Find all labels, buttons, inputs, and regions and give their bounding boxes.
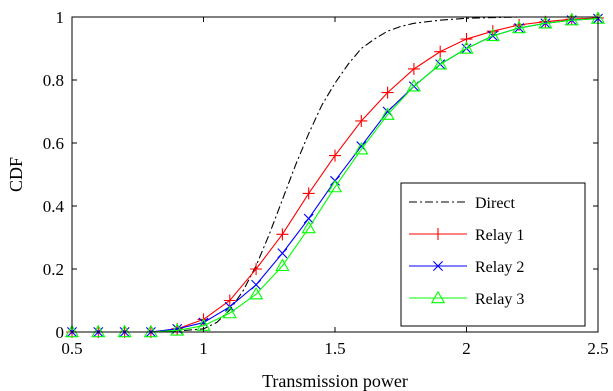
series-line — [72, 18, 599, 333]
data-point — [355, 114, 368, 127]
data-point — [143, 324, 159, 338]
data-point — [251, 279, 262, 290]
data-point — [275, 258, 290, 272]
data-point — [303, 213, 314, 224]
data-point — [248, 286, 264, 300]
x-axis-title: Transmission power — [262, 371, 408, 391]
y-tick-label: 0 — [56, 323, 65, 342]
legend-entry: Relay 3 — [409, 290, 524, 308]
data-point — [564, 12, 579, 26]
data-point — [434, 45, 447, 58]
series-line — [72, 16, 598, 333]
y-tick-label: 0.4 — [43, 197, 65, 216]
legend-entry: Relay 1 — [409, 227, 524, 244]
legend-entry: Relay 2 — [409, 259, 524, 276]
data-point — [538, 15, 553, 29]
data-point — [511, 20, 527, 34]
data-point — [329, 149, 341, 162]
data-point — [91, 324, 106, 338]
data-point — [302, 187, 315, 200]
x-tick-label: 2 — [462, 339, 471, 358]
legend-entry: Direct — [409, 195, 516, 212]
data-point — [407, 62, 420, 75]
x-tick-label: 1 — [199, 339, 208, 358]
data-point — [381, 86, 394, 99]
data-point — [354, 141, 369, 155]
axes-layer: 0.5 1 1.5 2 2.5 0 0.2 0.4 0.6 0.8 1 Transmission po… — [6, 8, 609, 391]
legend-label: Relay 3 — [475, 291, 524, 308]
data-point — [485, 28, 500, 42]
data-point — [406, 78, 422, 92]
data-point — [301, 220, 316, 234]
data-point — [459, 41, 474, 54]
data-point — [250, 263, 263, 275]
legend-label: Direct — [475, 195, 516, 212]
data-point — [433, 56, 448, 70]
legend: Direct Relay 1 Relay 2 Relay 3 — [400, 182, 586, 327]
data-point — [117, 324, 132, 338]
series-relay-3 — [64, 11, 606, 338]
series-direct — [72, 16, 598, 333]
data-point — [222, 305, 237, 319]
legend-marker — [433, 261, 443, 271]
legend-label: Relay 2 — [475, 259, 524, 276]
x-tick-label: 2.5 — [587, 339, 608, 358]
series-layer — [64, 11, 606, 338]
data-point — [223, 294, 236, 307]
data-point — [380, 107, 395, 120]
data-point — [276, 228, 289, 241]
y-tick-label: 0.8 — [43, 71, 64, 90]
y-tick-label: 0.2 — [43, 260, 64, 279]
y-tick-label: 1 — [56, 8, 65, 27]
data-point — [277, 248, 288, 259]
x-tick-label: 1.5 — [324, 339, 345, 358]
legend-label: Relay 1 — [475, 227, 524, 244]
y-tick-label: 0.6 — [43, 134, 64, 153]
data-point — [565, 13, 578, 26]
y-axis-title: CDF — [6, 157, 26, 192]
x-tick-label: 0.5 — [61, 339, 82, 358]
legend-marker — [432, 228, 444, 240]
data-point — [327, 179, 343, 193]
data-point — [64, 324, 80, 338]
data-point — [170, 323, 185, 336]
legend-marker — [430, 290, 446, 304]
